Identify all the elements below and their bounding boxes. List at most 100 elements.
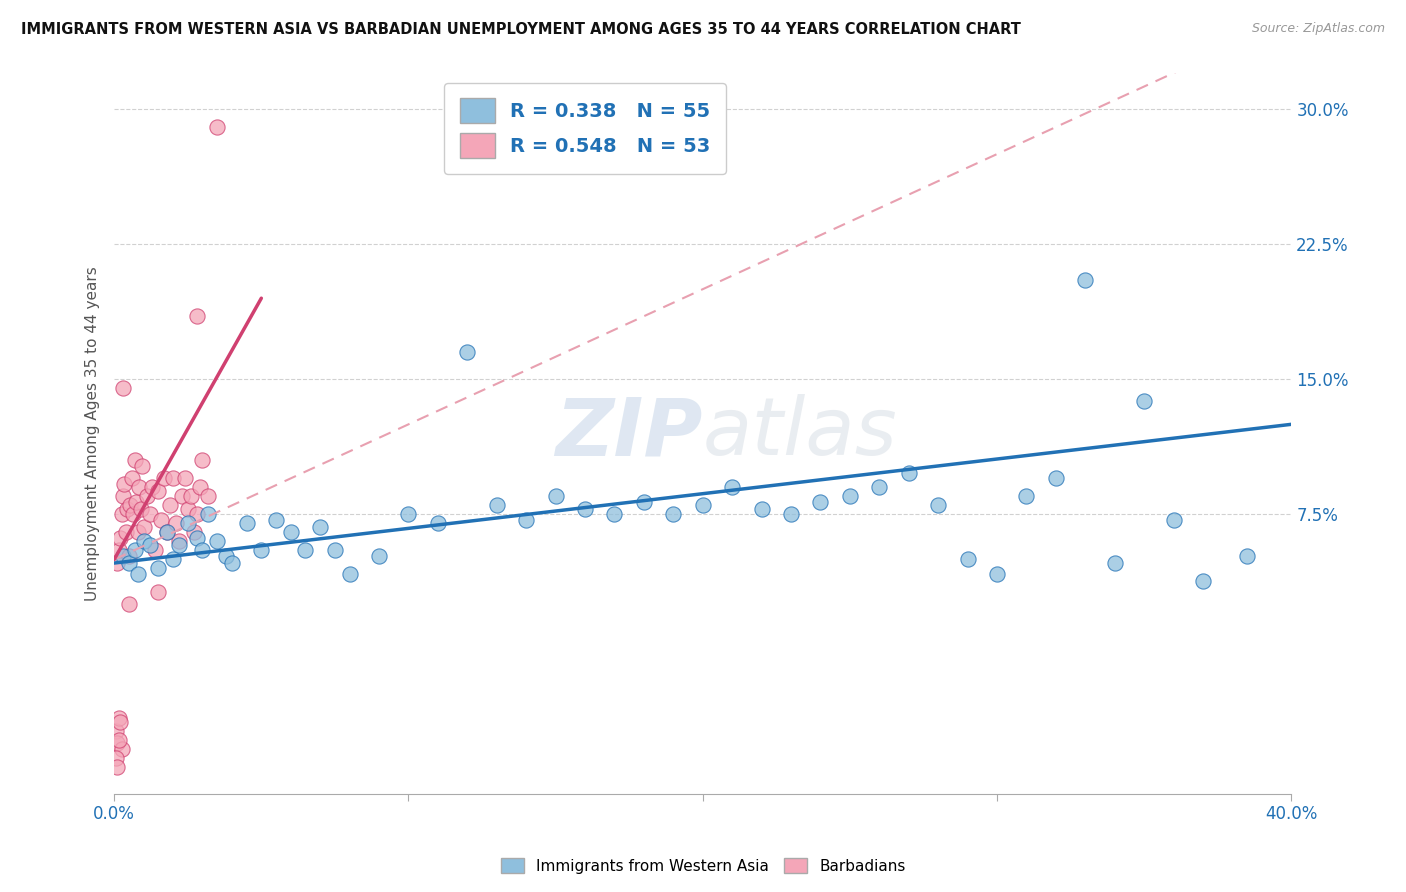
Legend: Immigrants from Western Asia, Barbadians: Immigrants from Western Asia, Barbadians [495,852,911,880]
Point [148,561,170,575]
Point [186,508,208,522]
Point [339,566,361,581]
Point [162,552,184,566]
Point [264,513,287,527]
Point [118,556,141,570]
Point [170,489,193,503]
Text: IMMIGRANTS FROM WESTERN ASIA VS BARBADIAN UNEMPLOYMENT AMONG AGES 35 TO 44 YEARS: IMMIGRANTS FROM WESTERN ASIA VS BARBADIA… [21,22,1021,37]
Point [235,516,257,531]
Point [186,531,208,545]
Point [132,520,155,534]
Point [323,543,346,558]
Point [309,520,332,534]
Point [114,476,136,491]
Point [108,531,131,545]
Point [205,120,228,134]
Point [124,543,146,558]
Point [1074,273,1097,287]
Point [110,508,132,522]
Point [810,495,832,509]
Point [121,471,143,485]
Point [897,466,920,480]
Point [515,513,537,527]
Point [110,741,132,756]
Point [115,525,138,540]
Point [838,489,860,503]
Point [177,516,200,531]
Point [111,381,134,395]
Point [986,566,1008,581]
Point [662,508,685,522]
Point [868,480,890,494]
Point [191,453,214,467]
Point [574,502,596,516]
Point [692,499,714,513]
Point [215,549,238,563]
Point [180,489,202,503]
Point [105,556,128,570]
Point [128,480,150,494]
Point [544,489,567,503]
Point [456,345,478,359]
Point [118,598,141,612]
Point [368,549,391,563]
Point [197,489,219,503]
Point [162,471,184,485]
Point [150,513,173,527]
Point [156,525,179,540]
Point [111,489,134,503]
Point [633,495,655,509]
Point [1236,549,1258,563]
Point [1133,393,1156,408]
Point [148,585,170,599]
Point [127,566,149,581]
Point [191,543,214,558]
Point [141,480,163,494]
Point [173,471,195,485]
Point [148,483,170,498]
Point [117,502,139,516]
Point [167,538,190,552]
Point [153,471,176,485]
Point [188,480,211,494]
Text: atlas: atlas [703,394,897,473]
Point [186,310,208,324]
Point [108,714,131,729]
Point [138,538,160,552]
Point [250,543,273,558]
Point [1104,556,1126,570]
Point [177,502,200,516]
Point [156,525,179,540]
Text: ZIP: ZIP [555,394,703,473]
Legend: R = 0.338   N = 55, R = 0.548   N = 53: R = 0.338 N = 55, R = 0.548 N = 53 [444,83,725,174]
Point [197,508,219,522]
Point [603,508,626,522]
Point [135,489,157,503]
Point [120,499,142,513]
Point [145,543,167,558]
Point [127,525,149,540]
Point [1192,574,1215,588]
Point [138,508,160,522]
Point [107,711,129,725]
Text: Source: ZipAtlas.com: Source: ZipAtlas.com [1251,22,1385,36]
Point [1015,489,1038,503]
Point [426,516,449,531]
Point [107,543,129,558]
Point [159,499,181,513]
Point [124,453,146,467]
Point [167,534,190,549]
Point [780,508,803,522]
Point [132,534,155,549]
Point [183,525,205,540]
Point [956,552,979,566]
Point [118,549,141,563]
Point [111,549,134,563]
Point [165,516,187,531]
Point [104,723,127,738]
Point [105,759,128,773]
Point [751,502,773,516]
Point [221,556,243,570]
Point [105,736,128,750]
Point [398,508,420,522]
